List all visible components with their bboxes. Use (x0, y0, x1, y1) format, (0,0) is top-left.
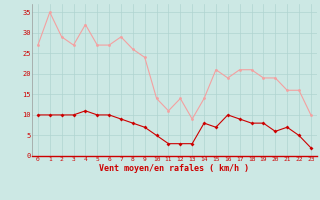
X-axis label: Vent moyen/en rafales ( km/h ): Vent moyen/en rafales ( km/h ) (100, 164, 249, 173)
